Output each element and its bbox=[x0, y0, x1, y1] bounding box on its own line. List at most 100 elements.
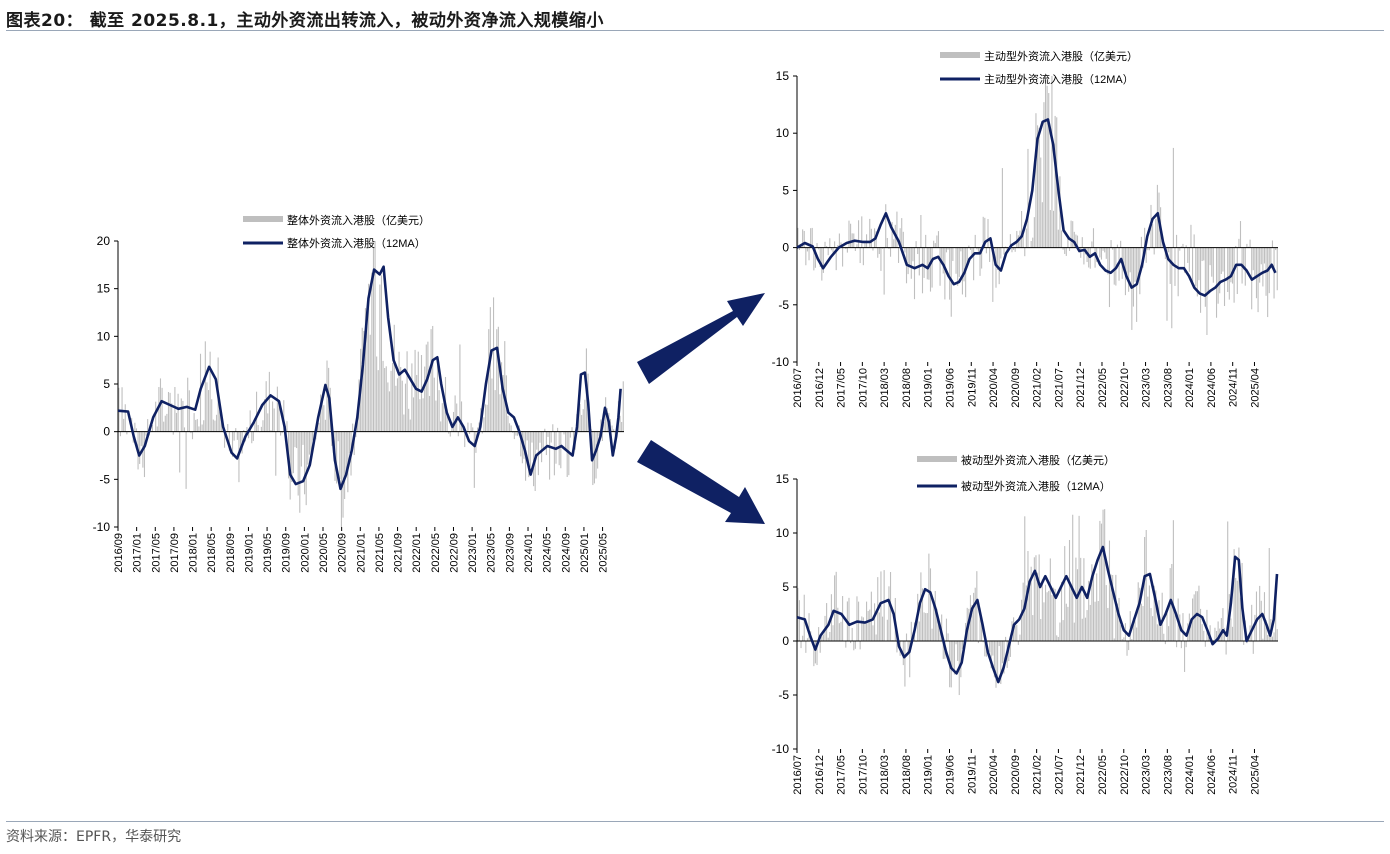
overall-bar bbox=[557, 427, 559, 432]
overall-bar bbox=[427, 341, 429, 432]
overall-bar bbox=[460, 401, 463, 432]
passive-bar bbox=[1148, 585, 1150, 641]
overall-bar bbox=[175, 412, 178, 432]
active-bar bbox=[1179, 247, 1181, 251]
passive-bar bbox=[1145, 529, 1147, 641]
active-xtick-label: 2022/05 bbox=[1097, 368, 1109, 408]
active-xtick-label: 2017/05 bbox=[836, 368, 848, 408]
overall-bar bbox=[550, 431, 552, 443]
overall-bar bbox=[430, 329, 432, 432]
overall-bar bbox=[404, 383, 407, 432]
active-bar bbox=[869, 218, 871, 248]
active-bar bbox=[1089, 247, 1091, 269]
overall-bar bbox=[436, 356, 439, 432]
active-bar bbox=[1021, 211, 1023, 248]
passive-bar bbox=[832, 625, 834, 641]
active-bar bbox=[1014, 247, 1016, 252]
active-bar bbox=[977, 247, 979, 255]
active-bar bbox=[912, 247, 914, 262]
overall-bar bbox=[569, 431, 571, 438]
overall-xtick-label: 2018/09 bbox=[225, 533, 237, 573]
active-legend-bar-label: 主动型外资流入港股（亿美元） bbox=[984, 49, 1138, 63]
passive-bar bbox=[1091, 564, 1093, 641]
active-bar bbox=[1035, 113, 1037, 248]
overall-legend-line-label: 整体外资流入港股（12MA） bbox=[287, 236, 426, 250]
active-bar bbox=[1220, 247, 1222, 274]
active-bar bbox=[854, 247, 856, 251]
active-bar bbox=[1094, 247, 1096, 268]
passive-bar bbox=[1112, 574, 1114, 641]
active-bar bbox=[1230, 247, 1232, 283]
active-bar bbox=[921, 247, 924, 294]
overall-bar bbox=[425, 344, 427, 432]
active-bar bbox=[1073, 231, 1075, 248]
active-xtick-label: 2016/12 bbox=[814, 368, 826, 408]
active-bar bbox=[845, 247, 847, 250]
active-bar bbox=[1172, 147, 1174, 248]
passive-bar bbox=[1129, 611, 1131, 641]
active-bar bbox=[1001, 168, 1003, 248]
overall-bar bbox=[473, 431, 475, 488]
active-bar bbox=[985, 247, 987, 254]
active-bar bbox=[992, 247, 994, 302]
chart-active: 15 10 5 0 -5 -10 2016/07 2016/12 2017/05 2017/10… bbox=[772, 49, 1278, 408]
overall-bar bbox=[420, 355, 423, 432]
active-yticks: 15 10 5 0 -5 -10 bbox=[772, 69, 797, 369]
active-bar bbox=[885, 204, 887, 248]
overall-bar bbox=[468, 431, 471, 435]
passive-bar bbox=[1222, 608, 1224, 641]
overall-bar bbox=[267, 413, 269, 432]
overall-bar bbox=[211, 399, 213, 432]
overall-bar bbox=[324, 419, 326, 432]
overall-bar bbox=[452, 411, 455, 432]
overall-bar bbox=[265, 381, 267, 432]
overall-bar bbox=[195, 419, 197, 432]
overall-bar bbox=[392, 362, 394, 432]
active-bar bbox=[989, 247, 991, 262]
active-bar bbox=[1064, 247, 1066, 254]
overall-bar bbox=[489, 307, 491, 432]
passive-bar bbox=[835, 571, 837, 641]
active-bar bbox=[834, 241, 836, 248]
overall-bar bbox=[491, 378, 493, 432]
active-bar bbox=[848, 220, 850, 248]
passive-bar bbox=[854, 641, 856, 649]
active-bar bbox=[1244, 247, 1246, 286]
active-bar bbox=[1243, 247, 1245, 270]
overall-bar bbox=[539, 431, 541, 443]
overall-xticks: 2016/09 2017/01 2017/05 2017/09 2018/01 2018/… bbox=[113, 527, 610, 573]
overall-bar bbox=[571, 427, 573, 432]
arrow-to-active-icon bbox=[637, 293, 765, 384]
active-bar bbox=[1203, 247, 1205, 261]
active-bar bbox=[1260, 247, 1262, 265]
passive-bar bbox=[960, 641, 962, 678]
active-bar bbox=[1067, 236, 1069, 248]
overall-bar bbox=[270, 430, 272, 432]
overall-bar bbox=[382, 360, 384, 432]
active-bar bbox=[1144, 227, 1146, 248]
passive-bar bbox=[1174, 609, 1176, 641]
overall-bar bbox=[300, 431, 302, 467]
active-xtick-label: 2024/11 bbox=[1228, 368, 1240, 407]
active-bar bbox=[1207, 247, 1210, 293]
active-bar bbox=[870, 228, 872, 248]
overall-bar bbox=[459, 344, 461, 432]
passive-bar bbox=[1108, 540, 1111, 641]
active-bar bbox=[907, 247, 909, 275]
active-bar bbox=[880, 247, 882, 271]
active-bar bbox=[803, 230, 805, 248]
passive-bar bbox=[1110, 574, 1112, 641]
active-bar bbox=[888, 247, 890, 250]
passive-bar bbox=[875, 634, 877, 641]
active-bar bbox=[1083, 247, 1085, 265]
active-bar bbox=[1120, 240, 1122, 248]
active-bar bbox=[1268, 247, 1270, 294]
active-bar bbox=[1107, 247, 1109, 275]
overall-bar bbox=[342, 431, 344, 518]
active-bar bbox=[1196, 247, 1198, 297]
overall-bar bbox=[497, 326, 499, 432]
overall-bar bbox=[251, 431, 253, 444]
passive-bar bbox=[1236, 580, 1238, 641]
passive-bar bbox=[864, 623, 866, 641]
overall-bar bbox=[502, 374, 504, 432]
